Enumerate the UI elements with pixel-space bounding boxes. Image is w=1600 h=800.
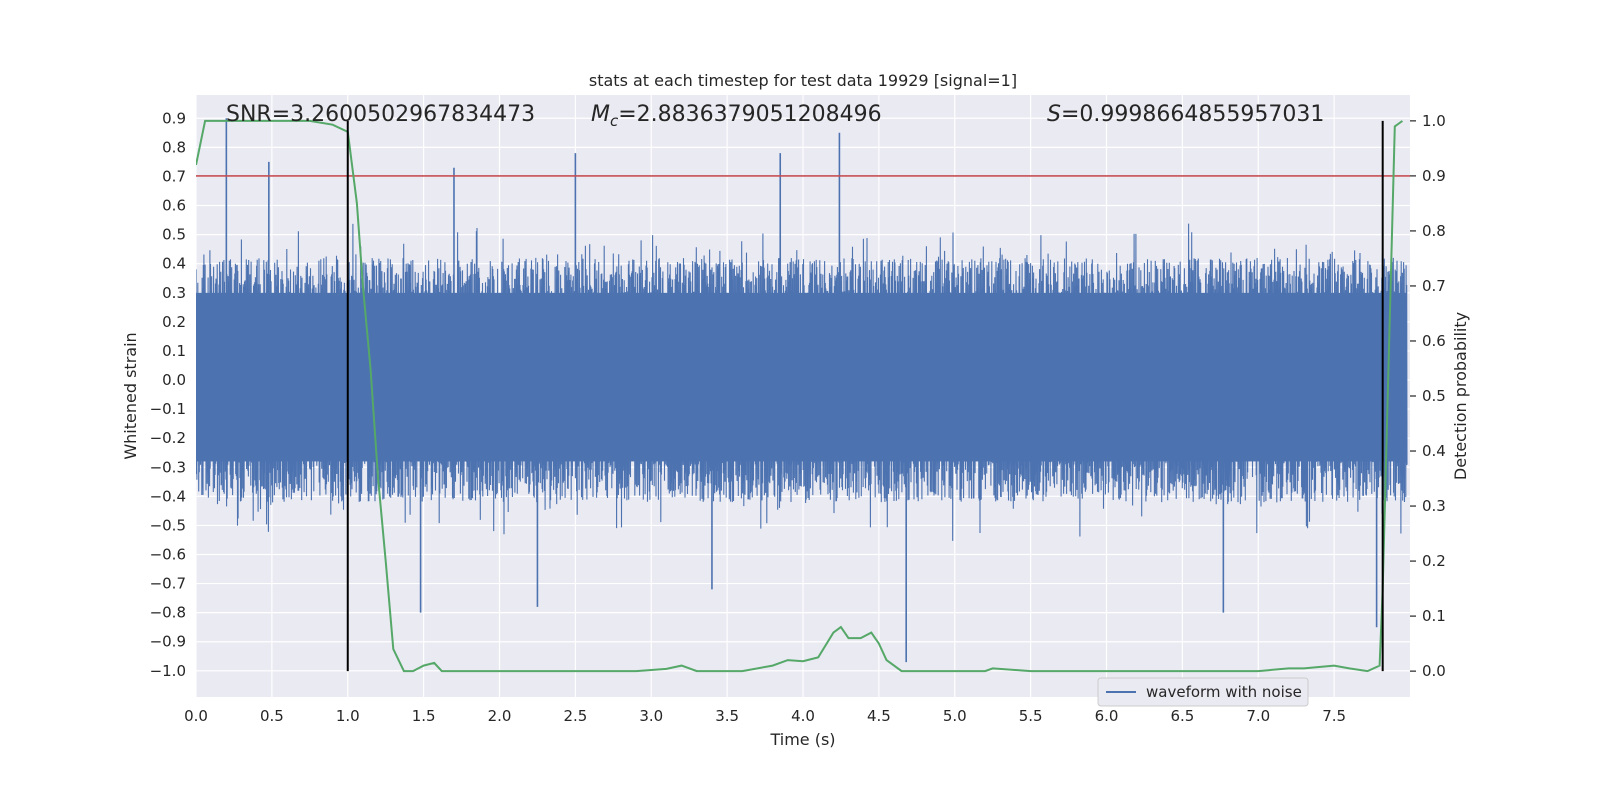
x-tick-label: 7.0 [1246, 707, 1270, 725]
y-right-tick-label: 0.1 [1422, 607, 1446, 625]
y-left-tick-label: −0.3 [150, 458, 186, 476]
x-tick-label: 2.5 [563, 707, 587, 725]
x-tick-label: 5.5 [1019, 707, 1043, 725]
x-tick-label: 6.5 [1170, 707, 1194, 725]
y-left-tick-label: −0.5 [150, 516, 186, 534]
y-left-tick-label: 0.1 [162, 342, 186, 360]
mc-symbol: M [591, 102, 610, 127]
mc-subscript: c [610, 112, 619, 130]
y-left-tick-label: 0.2 [162, 313, 186, 331]
y-right-tick-label: 0.7 [1422, 277, 1446, 295]
x-tick-label: 0.5 [260, 707, 284, 725]
y-right-tick-label: 0.0 [1422, 662, 1446, 680]
x-tick-label: 3.0 [639, 707, 663, 725]
y-left-tick-label: 0.5 [162, 226, 186, 244]
y-left-tick-label: −0.9 [150, 633, 186, 651]
y-left-tick-label: 0.8 [162, 138, 186, 156]
s-symbol: S [1047, 102, 1061, 127]
y-left-tick-label: −0.2 [150, 429, 186, 447]
y-left-tick-label: 0.0 [162, 371, 186, 389]
x-tick-label: 1.5 [412, 707, 436, 725]
plot-content [196, 118, 1410, 673]
y-right-axis-label: Detection probability [1451, 312, 1470, 480]
x-tick-label: 5.0 [943, 707, 967, 725]
y-right-tick-label: 1.0 [1422, 112, 1446, 130]
x-tick-label: 3.5 [715, 707, 739, 725]
y-left-axis-label: Whitened strain [121, 332, 140, 459]
y-right-tick-label: 0.2 [1422, 552, 1446, 570]
detection-probability-line [196, 119, 1403, 673]
s-value: =0.9998664855957031 [1061, 102, 1324, 127]
legend-box [1097, 677, 1309, 707]
y-left-tick-label: 0.4 [162, 255, 186, 273]
x-tick-label: 2.0 [488, 707, 512, 725]
y-left-tick-label: −0.4 [150, 487, 186, 505]
mc-value: =2.8836379051208496 [618, 102, 881, 127]
x-tick-label: 7.5 [1322, 707, 1346, 725]
y-right-tick-label: 0.9 [1422, 167, 1446, 185]
y-right-tick-label: 0.5 [1422, 387, 1446, 405]
y-left-tick-label: −0.1 [150, 400, 186, 418]
y-left-tick-label: 0.7 [162, 167, 186, 185]
y-right-tick-label: 0.8 [1422, 222, 1446, 240]
y-left-tick-label: −0.8 [150, 604, 186, 622]
y-right-tick-label: 0.3 [1422, 497, 1446, 515]
y-left-tick-label: 0.3 [162, 284, 186, 302]
y-left-tick-label: 0.9 [162, 109, 186, 127]
mc-annotation: Mc=2.8836379051208496 [591, 102, 882, 130]
waveform-core [196, 292, 1407, 462]
y-left-tick-label: −0.6 [150, 545, 186, 563]
y-left-tick-label: −0.7 [150, 575, 186, 593]
y-left-tick-label: −1.0 [150, 662, 186, 680]
x-tick-label: 6.0 [1095, 707, 1119, 725]
chart-title: stats at each timestep for test data 199… [589, 71, 1017, 90]
x-tick-label: 4.0 [791, 707, 815, 725]
y-right-tick-label: 0.4 [1422, 442, 1446, 460]
y-right-tick-label: 0.6 [1422, 332, 1446, 350]
x-axis-label: Time (s) [769, 730, 835, 749]
x-tick-label: 1.0 [336, 707, 360, 725]
y-left-tick-label: 0.6 [162, 197, 186, 215]
x-tick-label: 0.0 [184, 707, 208, 725]
x-tick-label: 4.5 [867, 707, 891, 725]
snr-annotation: SNR=3.2600502967834473 [226, 102, 535, 127]
legend-label-waveform: waveform with noise [1146, 683, 1302, 701]
legend: waveform with noise [1097, 677, 1309, 707]
s-annotation: S=0.9998664855957031 [1047, 102, 1324, 127]
